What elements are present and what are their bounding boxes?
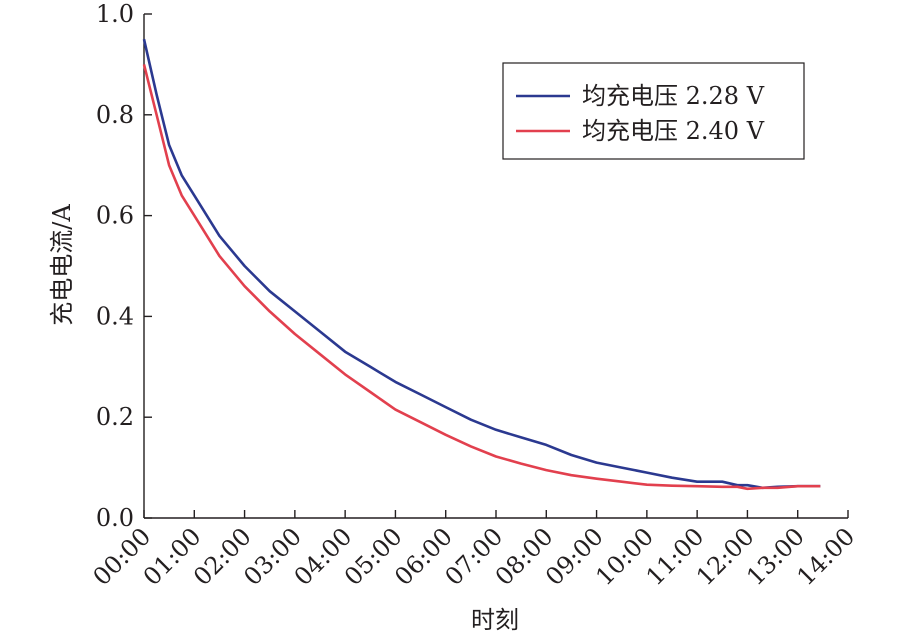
plot-area: [142, 38, 821, 491]
y-tick-label: 0.6: [96, 202, 134, 230]
x-axis-ticks: 00:0001:0002:0003:0004:0005:0006:0007:00…: [88, 510, 861, 591]
y-tick-label: 1.0: [96, 0, 134, 28]
y-axis-ticks: 0.0 0.2 0.4 0.6 0.8 1.0: [96, 0, 152, 532]
legend-box: [502, 62, 805, 160]
y-tick-label: 0.4: [96, 302, 134, 330]
x-tick-label: 14:00: [792, 522, 861, 591]
legend-label-1: 均充电压 2.28 V: [582, 82, 765, 110]
y-axis-title: 充电电流/A: [48, 204, 76, 326]
y-tick-label: 0.8: [96, 101, 134, 129]
x-axis-title: 时刻: [471, 606, 519, 634]
series-line-1: [142, 38, 821, 490]
series-line-2: [142, 64, 821, 491]
y-tick-label: 0.2: [96, 403, 134, 431]
legend-label-2: 均充电压 2.40 V: [582, 117, 765, 145]
legend: 均充电压 2.28 V 均充电压 2.40 V: [502, 62, 805, 160]
y-tick-label: 0.0: [96, 504, 134, 532]
